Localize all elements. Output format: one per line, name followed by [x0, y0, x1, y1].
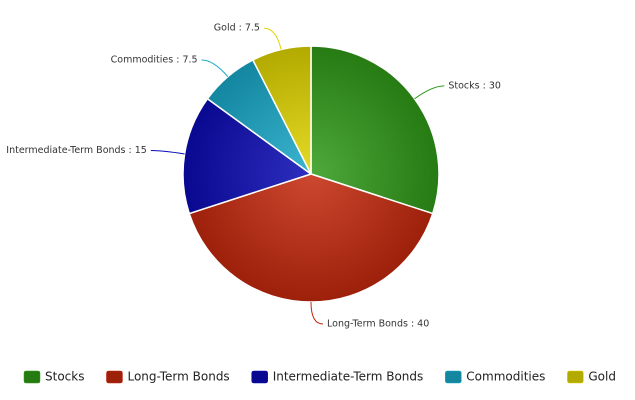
legend-label: Intermediate-Term Bonds — [273, 370, 424, 384]
legend-swatch — [23, 370, 41, 384]
legend-swatch — [106, 370, 123, 384]
pie-slice — [310, 45, 440, 215]
leader-line — [263, 27, 282, 50]
data-label: Commodities : 7.5 — [111, 54, 198, 65]
legend-swatch — [445, 370, 462, 384]
pie-slice — [182, 97, 313, 215]
data-label: Gold : 7.5 — [214, 23, 260, 34]
legend-label: Commodities — [466, 370, 545, 384]
legend-label: Stocks — [45, 370, 84, 384]
leader-line — [150, 150, 185, 155]
legend-swatch — [567, 370, 584, 384]
leader-line — [310, 301, 324, 325]
data-label: Intermediate-Term Bonds : 15 — [6, 145, 147, 156]
leader-line — [414, 85, 445, 100]
legend-swatch — [251, 370, 268, 384]
data-label: Stocks : 30 — [448, 80, 501, 91]
legend-label: Long-Term Bonds — [127, 370, 229, 384]
leader-line — [201, 59, 229, 77]
pie-slice — [251, 45, 312, 175]
legend-label: Gold — [588, 370, 616, 384]
data-label: Long-Term Bonds : 40 — [327, 319, 429, 330]
pie-slice — [188, 173, 434, 303]
